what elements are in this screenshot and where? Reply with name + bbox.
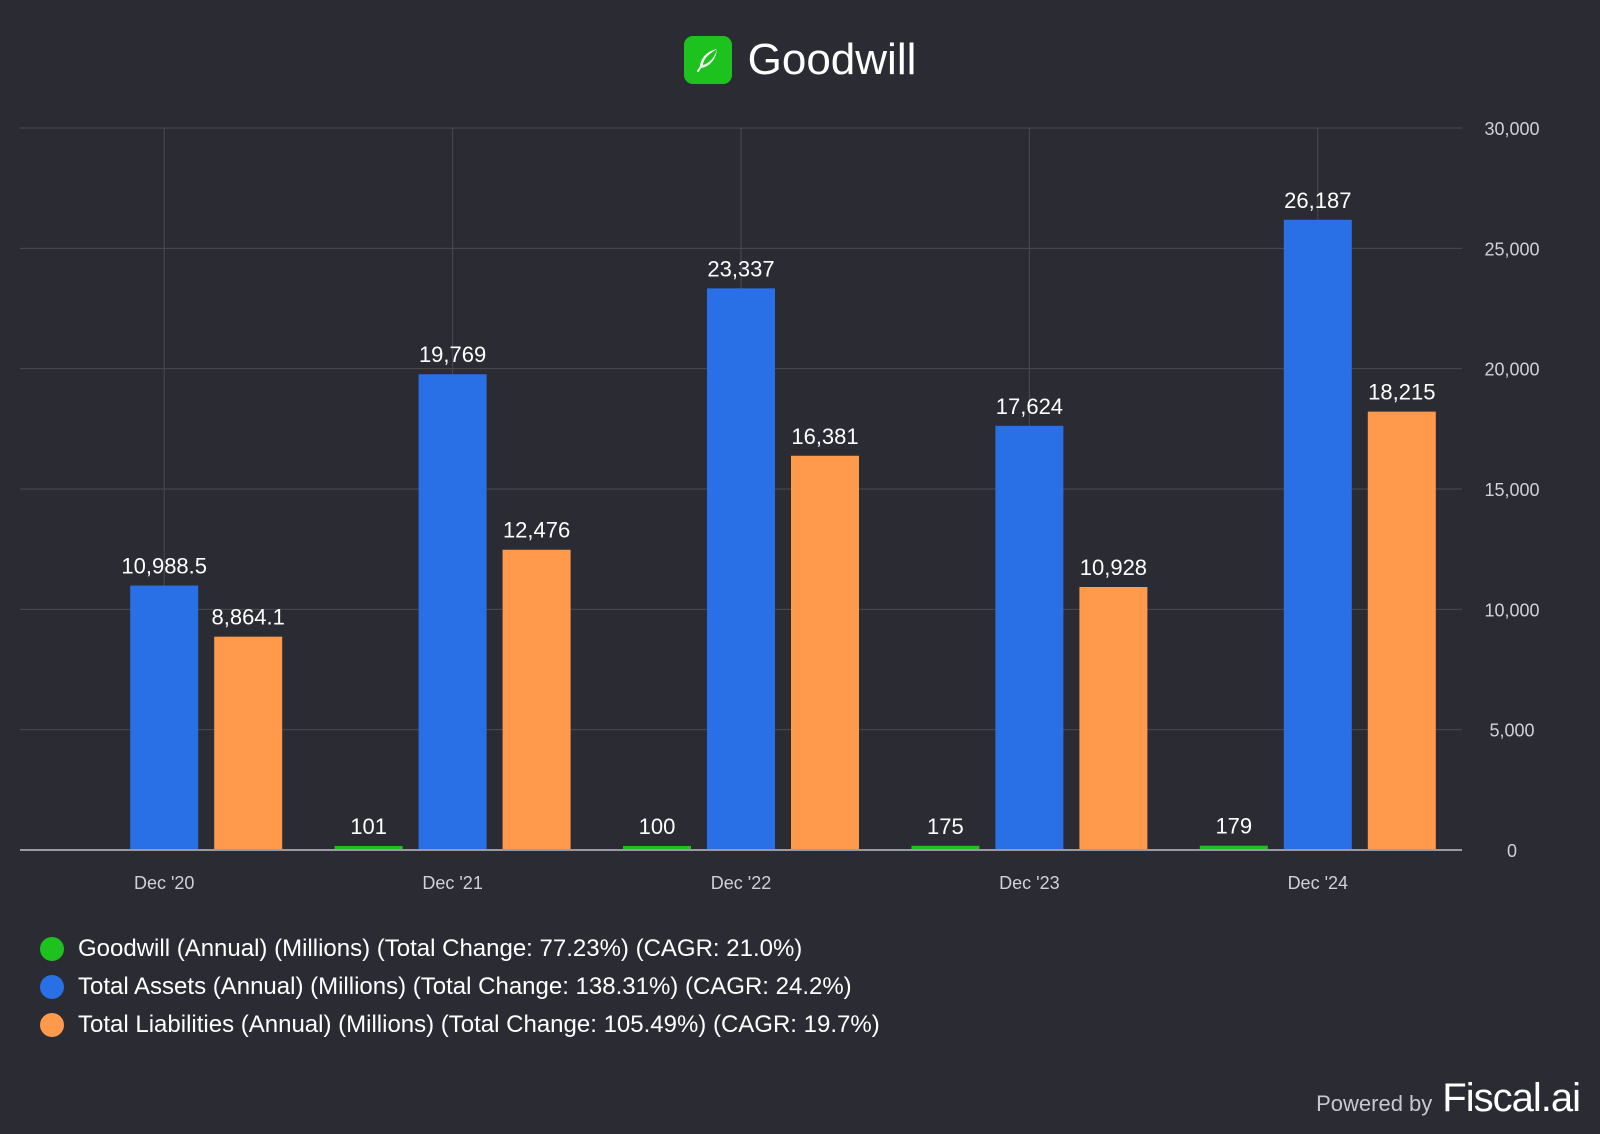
bar-goodwill xyxy=(1199,845,1268,850)
data-label-total-assets: 17,624 xyxy=(996,394,1063,419)
x-tick-label: Dec '23 xyxy=(999,873,1059,893)
powered-by-footer[interactable]: Powered by Fiscal.ai xyxy=(1316,1076,1581,1121)
legend-label-goodwill: Goodwill (Annual) (Millions) (Total Chan… xyxy=(78,935,803,962)
x-tick-label: Dec '20 xyxy=(134,873,194,893)
data-label-total-liabilities: 18,215 xyxy=(1368,380,1435,405)
feather-icon xyxy=(683,36,732,84)
y-tick-label: 0 xyxy=(1507,841,1517,861)
bar-goodwill xyxy=(911,845,980,850)
data-label-total-assets: 26,187 xyxy=(1284,188,1351,213)
powered-by-text: Powered by xyxy=(1316,1091,1433,1116)
x-tick-label: Dec '22 xyxy=(711,873,771,893)
y-tick-label: 5,000 xyxy=(1489,721,1534,741)
legend-label-total-assets: Total Assets (Annual) (Millions) (Total … xyxy=(78,973,852,1000)
data-label-total-liabilities: 12,476 xyxy=(503,518,570,543)
bar-goodwill xyxy=(334,846,403,850)
legend-dot-goodwill xyxy=(40,937,64,961)
data-label-total-liabilities: 8,864.1 xyxy=(211,605,284,630)
bar-total-liabilities xyxy=(1079,586,1148,850)
bar-total-assets xyxy=(995,425,1064,850)
bar-total-assets xyxy=(130,585,199,850)
legend-dot-total-liabilities xyxy=(40,1013,64,1037)
bar-total-liabilities xyxy=(1367,411,1436,850)
legend-item-total-assets[interactable]: Total Assets (Annual) (Millions) (Total … xyxy=(40,968,880,1006)
y-tick-label: 10,000 xyxy=(1484,600,1539,620)
bar-total-assets xyxy=(1283,219,1352,850)
chart-legend: Goodwill (Annual) (Millions) (Total Chan… xyxy=(40,930,880,1044)
chart-title: Goodwill xyxy=(747,35,917,84)
data-label-total-assets: 23,337 xyxy=(707,256,774,281)
legend-item-total-liabilities[interactable]: Total Liabilities (Annual) (Millions) (T… xyxy=(40,1006,880,1044)
data-label-total-assets: 19,769 xyxy=(419,342,486,367)
bar-total-liabilities xyxy=(791,455,859,850)
chart-header: Goodwill xyxy=(0,28,1600,92)
bar-total-liabilities xyxy=(214,636,283,850)
y-tick-label: 25,000 xyxy=(1484,239,1539,259)
brand-logo: Fiscal.ai xyxy=(1442,1076,1581,1120)
legend-label-total-liabilities: Total Liabilities (Annual) (Millions) (T… xyxy=(78,1011,880,1038)
data-label-goodwill: 101 xyxy=(350,814,387,839)
x-tick-label: Dec '21 xyxy=(422,873,482,893)
y-tick-label: 15,000 xyxy=(1484,480,1539,500)
bar-total-assets xyxy=(418,374,487,850)
bar-total-assets xyxy=(707,288,775,850)
bar-total-liabilities xyxy=(502,549,571,850)
legend-item-goodwill[interactable]: Goodwill (Annual) (Millions) (Total Chan… xyxy=(40,930,880,968)
x-tick-label: Dec '24 xyxy=(1288,873,1348,893)
data-label-total-liabilities: 10,928 xyxy=(1080,555,1147,580)
data-label-total-liabilities: 16,381 xyxy=(791,424,858,449)
legend-dot-total-assets xyxy=(40,975,64,999)
bar-chart: 0 5,000 10,000 15,000 20,000 25,000 30,000 Dec … xyxy=(20,119,1540,893)
data-label-goodwill: 179 xyxy=(1215,814,1252,839)
data-label-goodwill: 100 xyxy=(639,814,676,839)
y-tick-label: 30,000 xyxy=(1484,119,1539,139)
data-label-goodwill: 175 xyxy=(927,814,964,839)
y-tick-label: 20,000 xyxy=(1484,360,1539,380)
data-label-total-assets: 10,988.5 xyxy=(121,554,207,579)
bar-goodwill xyxy=(623,846,691,850)
